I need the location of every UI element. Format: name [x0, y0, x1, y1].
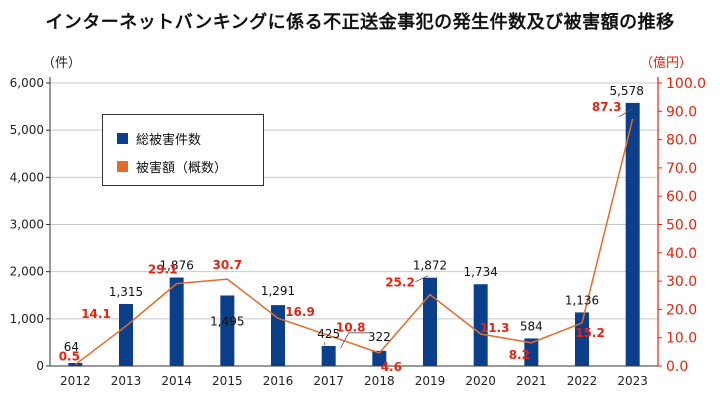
- right-axis-tick-label: 50.0: [666, 218, 697, 234]
- line-data-label: 14.1: [81, 307, 111, 321]
- bar-data-label: 425: [317, 327, 340, 341]
- left-axis-tick-label: 1,000: [10, 312, 44, 326]
- leader-line: [340, 332, 374, 349]
- bar-data-label: 1,136: [565, 293, 599, 307]
- bar-data-label: 584: [520, 319, 543, 333]
- bar: [575, 312, 589, 366]
- left-axis-tick-label: 0: [36, 359, 44, 373]
- bar: [524, 338, 539, 366]
- bar-data-label: 1,315: [109, 285, 143, 299]
- amount-line: [74, 118, 634, 366]
- x-axis-tick-label: 2020: [465, 374, 496, 388]
- legend-swatch-count: [117, 133, 128, 144]
- bar-data-label: 1,291: [261, 284, 295, 298]
- line-data-label: 0.5: [59, 350, 80, 364]
- x-axis-tick-label: 2014: [161, 374, 192, 388]
- line-data-label: 15.2: [575, 326, 605, 340]
- right-axis-tick-label: 100.0: [666, 76, 706, 92]
- bar: [119, 303, 133, 366]
- left-axis-tick-label: 5,000: [10, 123, 44, 137]
- bar-data-label: 322: [368, 330, 391, 344]
- legend: 総被害件数 被害額（概数）: [102, 114, 264, 186]
- x-axis-tick-label: 2015: [212, 374, 243, 388]
- bar: [423, 277, 437, 366]
- line-data-label: 16.9: [285, 305, 315, 319]
- bar: [169, 277, 184, 366]
- left-axis-tick-label: 3,000: [10, 218, 44, 232]
- left-axis-tick-label: 4,000: [10, 170, 44, 184]
- right-axis-tick-label: 0.0: [666, 359, 688, 375]
- right-axis-tick-label: 10.0: [666, 331, 697, 347]
- x-axis-tick-label: 2012: [60, 374, 91, 388]
- bar-data-label: 1,495: [210, 314, 244, 328]
- right-axis-tick-label: 30.0: [666, 274, 697, 290]
- legend-item-count: 総被害件数: [117, 129, 201, 148]
- line-data-label: 29.1: [148, 263, 178, 277]
- line-data-label: 30.7: [213, 258, 243, 272]
- leader-line: [415, 275, 429, 283]
- right-axis-tick-label: 20.0: [666, 302, 697, 318]
- left-axis-tick-label: 2,000: [10, 265, 44, 279]
- bar: [271, 305, 285, 366]
- line-data-label: 87.3: [592, 100, 622, 114]
- x-axis-tick-label: 2013: [111, 374, 142, 388]
- bar: [473, 284, 488, 366]
- left-axis-tick-label: 6,000: [10, 76, 44, 90]
- line-data-label: 8.2: [509, 348, 530, 362]
- x-axis-tick-label: 2021: [516, 374, 547, 388]
- right-axis-tick-label: 90.0: [666, 104, 697, 120]
- right-axis-tick-label: 80.0: [666, 133, 697, 149]
- x-axis-tick-label: 2018: [364, 374, 395, 388]
- x-axis-tick-label: 2019: [415, 374, 446, 388]
- legend-item-amount: 被害額（概数）: [117, 157, 227, 176]
- chart-title: インターネットバンキングに係る不正送金事犯の発生件数及び被害額の推移: [45, 12, 675, 33]
- leader-line: [618, 108, 633, 118]
- line-data-label: 10.8: [336, 320, 366, 334]
- line-data-label: 25.2: [385, 276, 415, 290]
- right-axis-tick-label: 60.0: [666, 189, 697, 205]
- x-axis-tick-label: 2017: [313, 374, 344, 388]
- x-axis-tick-label: 2016: [263, 374, 294, 388]
- bar-data-label: 1,734: [463, 265, 497, 279]
- bar: [321, 345, 336, 366]
- bar-data-label: 1,876: [159, 259, 193, 273]
- legend-label-count: 総被害件数: [136, 133, 202, 148]
- right-axis-tick-label: 40.0: [666, 246, 697, 262]
- right-axis-unit: （億円）: [640, 56, 693, 71]
- x-axis-tick-label: 2023: [617, 374, 648, 388]
- bar-data-label: 1,872: [413, 259, 447, 273]
- bar-data-label: 64: [64, 340, 79, 354]
- bar: [372, 350, 387, 366]
- legend-swatch-amount: [117, 161, 128, 172]
- bar-data-label: 5,578: [609, 84, 643, 98]
- right-axis-tick-label: 70.0: [666, 161, 697, 177]
- line-data-label: 4.6: [381, 360, 402, 374]
- legend-label-amount: 被害額（概数）: [136, 161, 228, 176]
- left-axis-unit: （件）: [42, 56, 82, 71]
- x-axis-tick-label: 2022: [567, 374, 598, 388]
- line-data-label: 11.3: [480, 321, 510, 335]
- bar: [220, 295, 235, 366]
- bar: [625, 102, 640, 367]
